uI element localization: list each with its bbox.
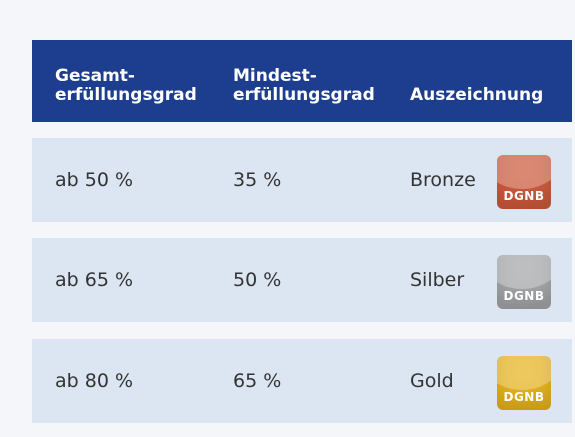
header-cell: Mindest- erfüllungsgrad bbox=[233, 66, 375, 105]
table-cell: Silber bbox=[410, 269, 465, 291]
badge-swoosh bbox=[497, 155, 551, 189]
table-cell: ab 50 % bbox=[55, 169, 134, 191]
badge-icon: DGNB bbox=[497, 255, 551, 309]
table-row: ab 50 % 35 % Bronze DGNB bbox=[32, 138, 572, 222]
table-cell: 65 % bbox=[233, 370, 282, 392]
badge-icon: DGNB bbox=[497, 155, 551, 209]
table-row: ab 80 % 65 % Gold DGNB bbox=[32, 339, 572, 423]
table-cell: 35 % bbox=[233, 169, 282, 191]
table-cell: Gold bbox=[410, 370, 454, 392]
header-cell: Auszeichnung bbox=[410, 85, 544, 105]
badge-swoosh bbox=[497, 356, 551, 390]
table-cell: ab 65 % bbox=[55, 269, 134, 291]
badge-label: DGNB bbox=[503, 289, 545, 303]
table-row: ab 65 % 50 % Silber DGNB bbox=[32, 238, 572, 322]
badge-icon: DGNB bbox=[497, 356, 551, 410]
table-cell: ab 80 % bbox=[55, 370, 134, 392]
badge-swoosh bbox=[497, 255, 551, 289]
table-cell: 50 % bbox=[233, 269, 282, 291]
header-cell: Gesamt- erfüllungsgrad bbox=[55, 66, 197, 105]
badge-label: DGNB bbox=[503, 189, 545, 203]
table-header: Gesamt- erfüllungsgrad Mindest- erfüllun… bbox=[32, 40, 572, 122]
table-cell: Bronze bbox=[410, 169, 476, 191]
badge-label: DGNB bbox=[503, 390, 545, 404]
